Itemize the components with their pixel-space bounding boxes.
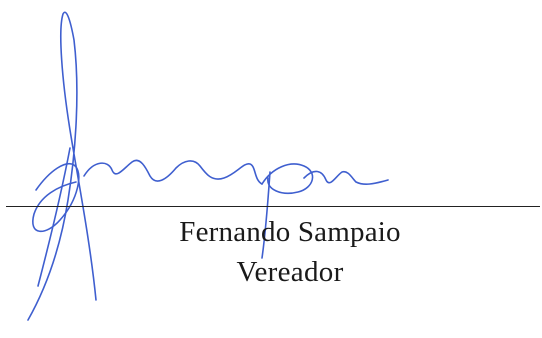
signature-line: [6, 206, 540, 207]
signer-name: Fernando Sampaio: [179, 216, 401, 248]
signer-title: Vereador: [236, 256, 344, 288]
